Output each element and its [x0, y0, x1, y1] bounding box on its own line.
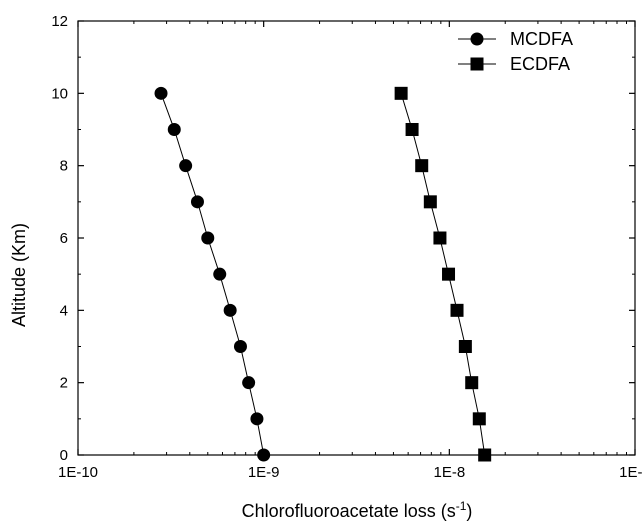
legend-marker-mcdfa — [470, 32, 484, 46]
data-point-ecdfa — [433, 231, 447, 245]
legend-label-ecdfa: ECDFA — [510, 54, 570, 74]
data-point-mcdfa — [167, 123, 181, 136]
y-axis: 0 2 4 6 8 10 12 — [51, 13, 635, 464]
data-point-mcdfa — [223, 303, 237, 317]
plot-frame — [77, 20, 636, 456]
x-tick-label: 1E-7 — [619, 464, 643, 481]
series-line-mcdfa — [160, 93, 265, 456]
data-point-ecdfa — [450, 303, 464, 317]
y-tick-label: 4 — [60, 302, 68, 319]
x-axis-label-main: Chlorofluoroacetate loss (s — [242, 501, 456, 521]
data-point-mcdfa — [213, 267, 227, 281]
y-tick-label: 2 — [60, 375, 68, 392]
data-point-ecdfa — [394, 86, 408, 100]
data-point-ecdfa — [405, 123, 419, 136]
data-point-ecdfa — [478, 448, 492, 462]
y-tick-label: 6 — [60, 230, 68, 247]
x-axis-label-superscript: -1 — [456, 499, 467, 513]
legend-marker-ecdfa — [470, 57, 484, 71]
data-point-mcdfa — [154, 86, 168, 100]
legend-label-mcdfa: MCDFA — [510, 29, 573, 49]
data-point-ecdfa — [423, 195, 437, 209]
x-tick-label: 1E-8 — [433, 464, 465, 481]
data-point-ecdfa — [465, 376, 479, 390]
y-axis-label: Altitude (Km) — [9, 223, 29, 327]
data-point-mcdfa — [257, 448, 271, 462]
x-axis-label: Chlorofluoroacetate loss (s-1) — [242, 499, 473, 521]
data-point-mcdfa — [250, 412, 264, 426]
data-point-mcdfa — [201, 231, 215, 245]
x-tick-label: 1E-10 — [58, 464, 98, 481]
data-point-ecdfa — [472, 412, 486, 426]
x-axis: 1E-10 1E-9 1E-8 1E-7 — [58, 21, 643, 481]
data-point-mcdfa — [233, 340, 247, 353]
y-tick-label: 10 — [51, 85, 68, 102]
y-tick-label: 12 — [51, 13, 68, 30]
plot-area — [77, 20, 636, 456]
series-layer — [154, 86, 492, 462]
data-point-mcdfa — [190, 195, 204, 209]
x-axis-label-suffix: ) — [466, 501, 472, 521]
x-tick-label: 1E-9 — [248, 464, 280, 481]
data-point-ecdfa — [458, 340, 472, 353]
data-point-ecdfa — [442, 267, 456, 281]
y-tick-label: 0 — [60, 447, 68, 464]
legend: MCDFA ECDFA — [458, 29, 573, 74]
y-tick-label: 8 — [60, 158, 68, 175]
data-point-mcdfa — [179, 159, 193, 173]
data-point-mcdfa — [242, 376, 256, 390]
data-point-ecdfa — [415, 159, 429, 173]
